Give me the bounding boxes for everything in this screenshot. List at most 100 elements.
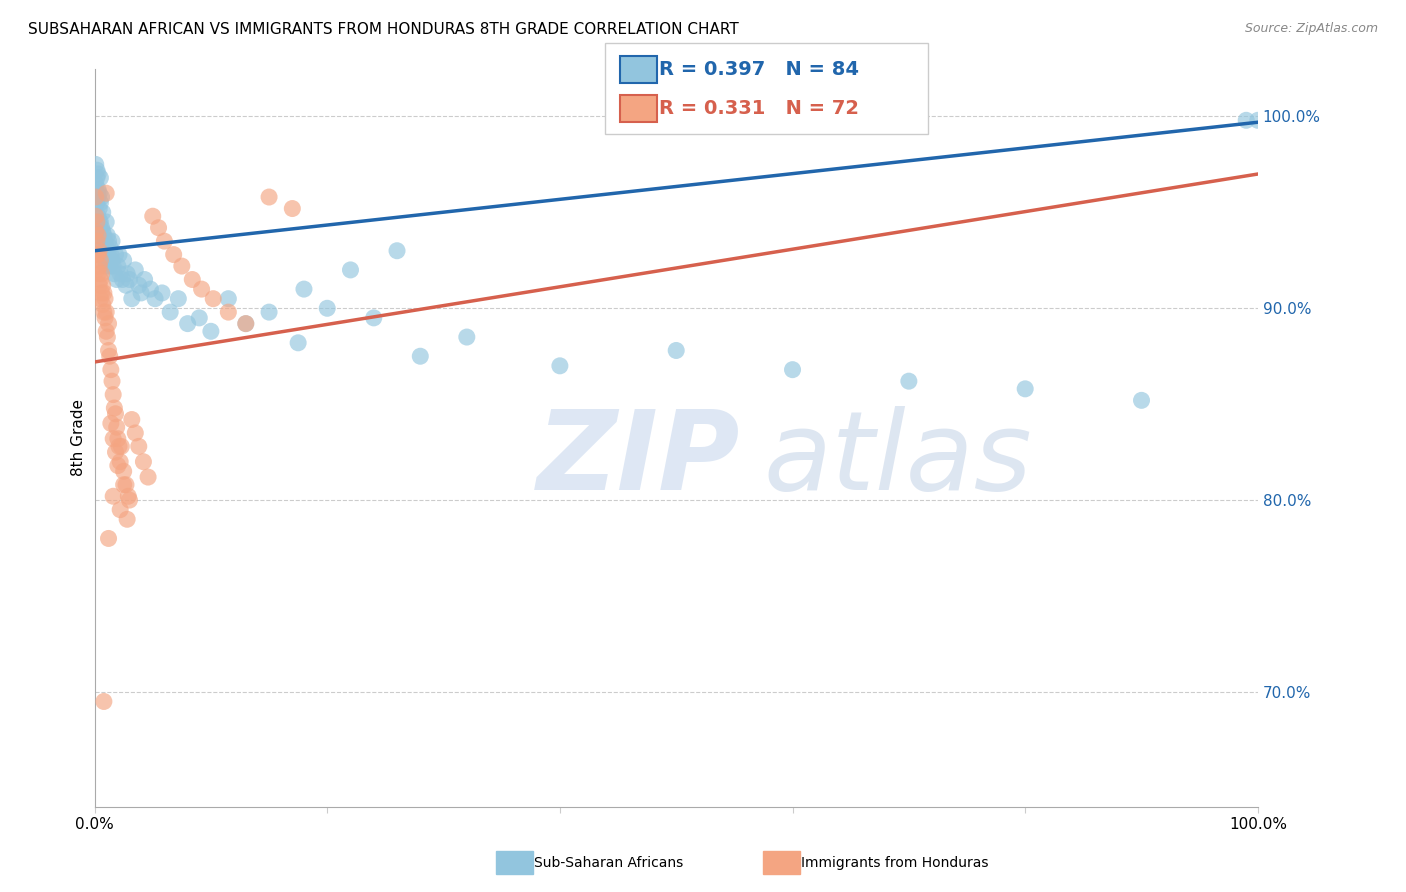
Point — [112, 464, 135, 478]
Point — [90, 190, 112, 204]
Point — [548, 359, 571, 373]
Point — [101, 253, 124, 268]
Point — [190, 282, 212, 296]
Point — [86, 163, 108, 178]
Point — [112, 477, 135, 491]
Point — [1014, 382, 1036, 396]
Point — [287, 335, 309, 350]
Point — [89, 244, 111, 258]
Point — [108, 502, 131, 516]
Point — [124, 263, 146, 277]
Point — [93, 228, 115, 243]
Point — [163, 247, 186, 261]
Point — [91, 297, 114, 311]
Point — [101, 234, 124, 248]
Point — [97, 253, 120, 268]
Point — [1130, 393, 1153, 408]
Point — [132, 455, 155, 469]
Point — [176, 317, 198, 331]
Point — [385, 244, 408, 258]
Point — [96, 228, 118, 243]
Point — [87, 267, 110, 281]
Point — [97, 234, 120, 248]
Point — [93, 694, 115, 708]
Point — [89, 215, 111, 229]
Point — [1247, 113, 1270, 128]
Point — [100, 247, 122, 261]
Point — [89, 278, 111, 293]
Point — [292, 282, 315, 296]
Point — [91, 240, 114, 254]
Point — [103, 267, 125, 281]
Point — [115, 477, 138, 491]
Point — [87, 167, 110, 181]
Point — [104, 445, 127, 459]
Point — [108, 455, 131, 469]
Point — [257, 305, 280, 319]
Point — [456, 330, 478, 344]
Point — [112, 253, 135, 268]
Point — [142, 209, 165, 223]
Point — [90, 285, 112, 300]
Point — [181, 272, 204, 286]
Point — [94, 234, 117, 248]
Point — [89, 195, 111, 210]
Point — [103, 432, 125, 446]
Point — [90, 220, 112, 235]
Text: atlas: atlas — [763, 407, 1032, 514]
Point — [89, 253, 111, 268]
Text: ZIP: ZIP — [537, 407, 740, 514]
Point — [665, 343, 688, 358]
Point — [202, 292, 225, 306]
Point — [94, 253, 117, 268]
Point — [98, 240, 121, 254]
Point — [97, 317, 120, 331]
Point — [103, 489, 125, 503]
Point — [111, 272, 134, 286]
Point — [782, 362, 804, 376]
Point — [104, 247, 127, 261]
Point — [86, 263, 108, 277]
Point — [129, 285, 152, 300]
Point — [98, 259, 121, 273]
Point — [897, 374, 920, 388]
Point — [87, 247, 110, 261]
Point — [118, 493, 141, 508]
Point — [257, 190, 280, 204]
Point — [96, 305, 118, 319]
Point — [139, 282, 162, 296]
Point — [104, 407, 127, 421]
Point — [86, 195, 108, 210]
Point — [96, 215, 118, 229]
Point — [134, 272, 156, 286]
Point — [89, 292, 111, 306]
Point — [86, 170, 108, 185]
Text: SUBSAHARAN AFRICAN VS IMMIGRANTS FROM HONDURAS 8TH GRADE CORRELATION CHART: SUBSAHARAN AFRICAN VS IMMIGRANTS FROM HO… — [28, 22, 740, 37]
Point — [96, 247, 118, 261]
Point — [87, 182, 110, 196]
Point — [89, 259, 111, 273]
Point — [115, 267, 138, 281]
Point — [86, 186, 108, 201]
Point — [118, 272, 141, 286]
Point — [105, 272, 128, 286]
Point — [105, 420, 128, 434]
Point — [148, 220, 170, 235]
Text: Immigrants from Honduras: Immigrants from Honduras — [801, 855, 988, 870]
Point — [167, 292, 190, 306]
Point — [115, 512, 138, 526]
Point — [143, 292, 166, 306]
Point — [121, 292, 143, 306]
Point — [93, 285, 115, 300]
Point — [89, 215, 111, 229]
Point — [91, 225, 114, 239]
Point — [87, 190, 110, 204]
Point — [96, 259, 118, 273]
Point — [409, 349, 432, 363]
Point — [89, 272, 111, 286]
Point — [108, 439, 131, 453]
Point — [117, 489, 139, 503]
Point — [89, 228, 111, 243]
Point — [103, 259, 125, 273]
Point — [128, 278, 150, 293]
